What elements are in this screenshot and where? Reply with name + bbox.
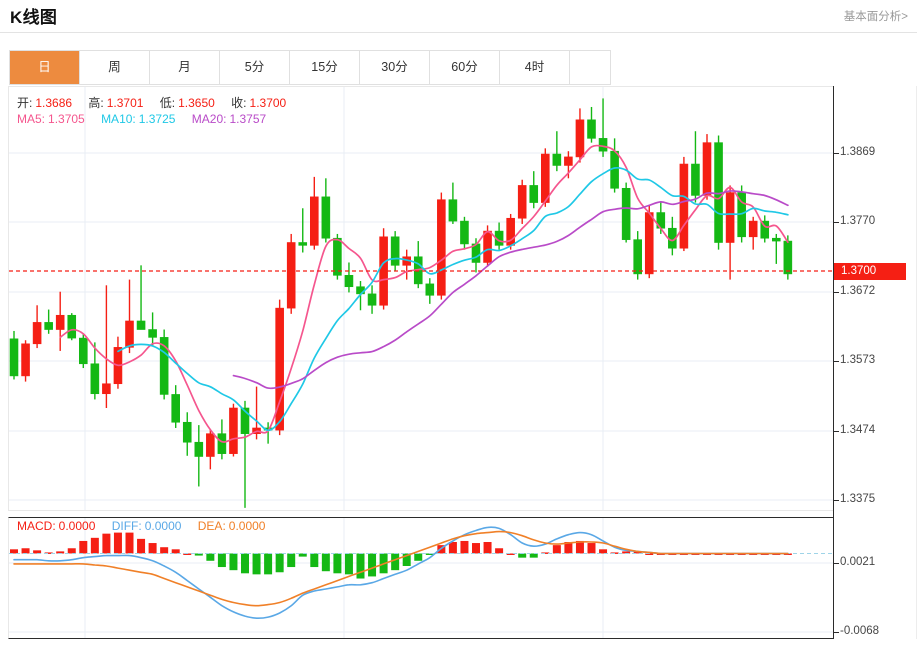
ohlc-legend: 开: 1.3686 高: 1.3701 低: 1.3650 收: 1.3700 [17, 94, 289, 111]
tab-1[interactable]: 周 [80, 51, 150, 84]
price-axis-tick [834, 153, 839, 154]
tab-3[interactable]: 5分 [220, 51, 290, 84]
open-label: 开: [17, 96, 33, 110]
ma10-value: 1.3725 [138, 112, 176, 126]
macd-axis-label: -0.0068 [840, 625, 880, 637]
candlestick-canvas [9, 87, 833, 510]
close-label: 收: [231, 96, 247, 110]
ma5-label: MA5: [17, 112, 46, 126]
macd-axis-label: 0.0021 [840, 556, 876, 568]
low-label: 低: [159, 96, 176, 110]
open-value: 1.3686 [35, 96, 73, 110]
tab-5[interactable]: 30分 [360, 51, 430, 84]
tab-6[interactable]: 60分 [430, 51, 500, 84]
ma10-label: MA10: [101, 112, 136, 126]
dea-label: DEA: [197, 519, 226, 533]
ma-legend: MA5: 1.3705 MA10: 1.3725 MA20: 1.3757 [17, 112, 269, 126]
ma20-value: 1.3757 [229, 112, 267, 126]
low-value: 1.3650 [178, 96, 215, 110]
tabbar-spacer [570, 51, 610, 84]
fundamental-analysis-link[interactable]: 基本面分析> [843, 11, 908, 23]
price-axis-label: 1.3573 [840, 354, 876, 366]
macd-chart-panel[interactable] [8, 517, 833, 639]
current-price-tag: 1.3700 [834, 263, 906, 280]
price-axis-label: 1.3474 [840, 424, 876, 436]
ma5-value: 1.3705 [48, 112, 85, 126]
timeframe-tabbar: 日周月 5分 15分 30分 60分 4时 [9, 50, 611, 85]
high-value: 1.3701 [106, 96, 144, 110]
price-axis-tick [834, 500, 839, 501]
macd-value: 0.0000 [58, 519, 96, 533]
axis-divider [833, 86, 834, 639]
page-title: K线图 [10, 8, 58, 27]
macd-canvas [9, 518, 833, 638]
diff-label: DIFF: [111, 519, 142, 533]
high-label: 高: [88, 96, 104, 110]
close-value: 1.3700 [249, 96, 287, 110]
price-axis-tick [834, 222, 839, 223]
price-axis-tick [834, 292, 839, 293]
price-axis-tick [834, 431, 839, 432]
page-header: K线图 基本面分析> [0, 0, 917, 33]
tab-2[interactable]: 月 [150, 51, 220, 84]
macd-axis-tick [834, 563, 839, 564]
price-axis-tick [834, 361, 839, 362]
tab-7[interactable]: 4时 [500, 51, 570, 84]
macd-legend: MACD: 0.0000 DIFF: 0.0000 DEA: 0.0000 [17, 519, 268, 533]
price-axis-label: 1.3869 [840, 146, 876, 158]
tab-4[interactable]: 15分 [290, 51, 360, 84]
ma20-label: MA20: [191, 112, 227, 126]
tab-0[interactable]: 日 [10, 51, 80, 84]
price-axis-label: 1.3770 [840, 215, 876, 227]
price-axis-label: 1.3375 [840, 493, 876, 505]
macd-axis-tick [834, 632, 839, 633]
price-axis-label: 1.3672 [840, 285, 876, 297]
macd-label: MACD: [17, 519, 56, 533]
price-chart-panel[interactable] [8, 86, 833, 511]
dea-value: 0.0000 [228, 519, 266, 533]
diff-value: 0.0000 [144, 519, 182, 533]
